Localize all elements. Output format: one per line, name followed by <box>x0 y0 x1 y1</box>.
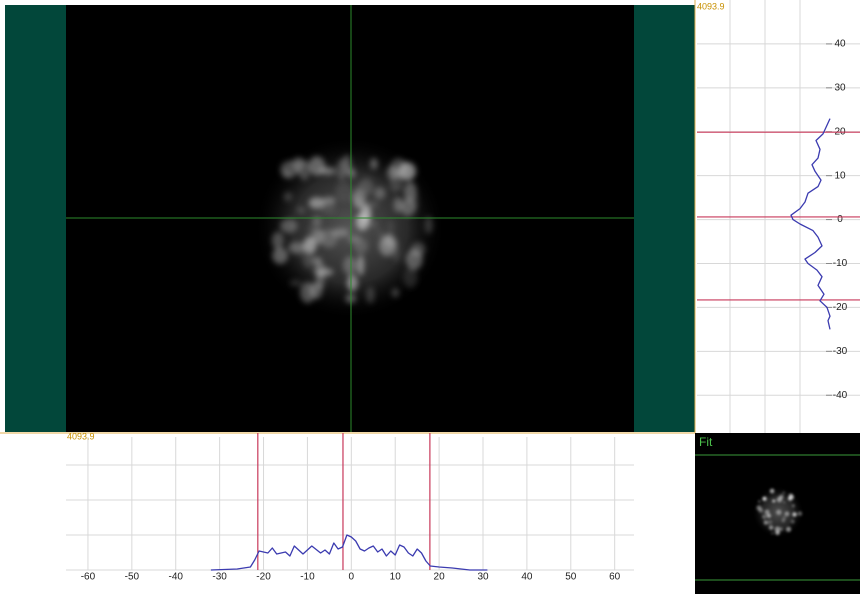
side-bar <box>634 5 695 432</box>
speckle-grain <box>406 249 423 270</box>
tick-label: -50 <box>125 572 140 583</box>
max-label: 4093.9 <box>697 1 725 11</box>
speckle-grain <box>272 247 288 264</box>
tick-label: 60 <box>609 572 621 583</box>
tick-label: 0 <box>837 214 843 225</box>
speckle-grain <box>772 499 775 502</box>
speckle-grain <box>786 527 791 532</box>
speckle-grain <box>290 280 302 286</box>
speckle-grain <box>354 183 369 199</box>
tick-label: 0 <box>349 572 355 583</box>
speckle-grain <box>771 532 773 534</box>
speckle-grain <box>776 510 781 515</box>
tick-label: -10 <box>300 572 315 583</box>
speckle-grain <box>309 156 326 176</box>
speckle-grain <box>798 511 803 516</box>
speckle-grain <box>288 242 306 254</box>
speckle-grain <box>360 205 371 224</box>
speckle-grain <box>322 205 335 215</box>
speckle-grain <box>792 504 795 507</box>
speckle-grain <box>769 525 774 530</box>
speckle-grain <box>374 187 385 199</box>
speckle-grain <box>764 521 768 525</box>
speckle-grain <box>775 526 781 532</box>
speckle-grain <box>309 197 325 208</box>
speckle-grain <box>767 514 771 518</box>
speckle-grain <box>347 275 358 292</box>
speckle-grain <box>303 249 312 268</box>
speckle-grain <box>300 282 315 303</box>
speckle-grain <box>280 219 297 233</box>
speckle-grain <box>758 508 763 513</box>
speckle-grain <box>768 520 773 525</box>
speckle-grain <box>314 262 326 277</box>
speckle-grain <box>770 489 775 494</box>
speckle-grain <box>368 221 378 227</box>
speckle-grain <box>280 161 298 178</box>
tick-label: 10 <box>834 170 846 181</box>
speckle-grain <box>357 255 364 276</box>
tick-label: -20 <box>833 302 848 313</box>
profiler-window: -60 -50 -40 -30 -20 -10 0 10 20 30 40 50 60 4093.9 40 3… <box>0 0 860 594</box>
speckle-grain <box>272 232 284 249</box>
speckle-grain <box>758 500 760 502</box>
speckle-grain <box>299 160 310 180</box>
speckle-grain <box>297 207 304 214</box>
speckle-grain <box>791 520 795 524</box>
speckle-grain <box>390 158 407 178</box>
speckle-grain <box>762 515 766 519</box>
speckle-grain <box>401 199 416 216</box>
speckle-grain <box>388 220 394 236</box>
speckle-grain <box>348 235 361 243</box>
speckle-grain <box>424 216 433 234</box>
speckle-grain <box>335 181 352 202</box>
tick-label: 20 <box>434 572 446 583</box>
speckle-grain <box>370 158 378 169</box>
tick-label: -60 <box>81 572 96 583</box>
speckle-grain <box>379 235 395 256</box>
speckle-grain <box>762 497 766 501</box>
speckle-grain <box>780 527 784 531</box>
profiler-view: -60 -50 -40 -30 -20 -10 0 10 20 30 40 50 60 4093.9 40 3… <box>0 0 860 594</box>
speckle-grain <box>284 192 293 201</box>
tick-label: 10 <box>390 572 402 583</box>
tick-label: 30 <box>477 572 489 583</box>
speckle-grain <box>782 516 786 520</box>
tick-label: -30 <box>833 346 848 357</box>
speckle-grain <box>376 229 383 236</box>
tick-label: 50 <box>565 572 577 583</box>
speckle-grain <box>779 495 784 500</box>
speckle-grain <box>337 159 347 181</box>
tick-label: -40 <box>833 390 848 401</box>
tick-label: 40 <box>521 572 533 583</box>
tick-label: -40 <box>169 572 184 583</box>
tick-label: 30 <box>834 82 846 93</box>
speckle-grain <box>349 168 355 179</box>
speckle-grain <box>332 228 349 237</box>
speckle-grain <box>308 226 315 233</box>
speckle-grain <box>783 501 785 503</box>
speckle-grain <box>392 288 399 297</box>
tick-label: -30 <box>212 572 227 583</box>
speckle-grain <box>784 511 789 516</box>
speckle-grain <box>788 497 791 500</box>
tick-label: -10 <box>833 258 848 269</box>
speckle-grain <box>343 256 357 275</box>
speckle-grain <box>792 512 797 517</box>
tick-label: 40 <box>834 39 846 50</box>
speckle-grain <box>403 268 417 288</box>
side-bar <box>5 5 66 432</box>
tick-label: -20 <box>256 572 271 583</box>
speckle-grain <box>366 287 375 304</box>
fit-title: Fit <box>699 435 713 449</box>
max-label: 4093.9 <box>67 431 95 441</box>
speckle-grain <box>782 491 785 494</box>
